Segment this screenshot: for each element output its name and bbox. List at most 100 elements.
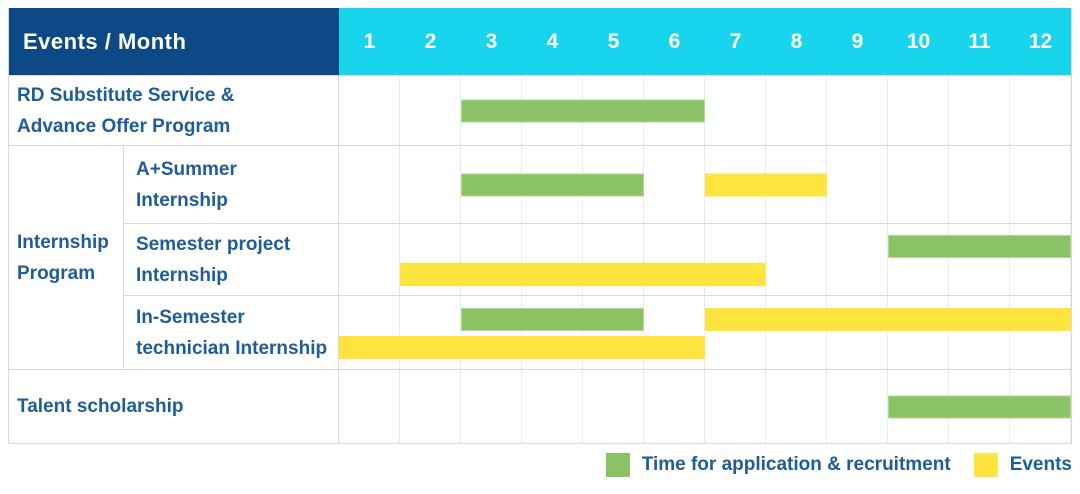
row-label-line: In-Semester (136, 306, 245, 328)
gantt-bar-event (339, 335, 705, 359)
month-header-cell: 2 (424, 29, 437, 53)
gantt-bar-recruitment (888, 395, 1071, 418)
month-grid-cell (827, 76, 888, 145)
month-grid-cell (1010, 76, 1071, 145)
month-grid-cell (705, 76, 766, 145)
table-row: Talent scholarship (9, 369, 1071, 443)
month-grid-cell (1010, 224, 1071, 295)
month-grid-cell (949, 76, 1010, 145)
month-grid-cell (888, 76, 949, 145)
month-header-cell: 5 (607, 29, 620, 53)
table-row: RD Substitute Service & Advance Offer Pro… (9, 75, 1071, 145)
legend: Time for application & recruitment Event… (605, 453, 1072, 477)
table-row: In-Semester technician Internship (124, 295, 1071, 369)
month-grid-cell (400, 224, 461, 295)
month-grid-cell (339, 76, 400, 145)
month-grid-cell (766, 224, 827, 295)
month-grid-cell (461, 224, 522, 295)
header-corner-label: Events / Month (9, 8, 339, 75)
gantt-bar-event (705, 307, 1071, 331)
month-grid-cell (522, 224, 583, 295)
month-grid-cell (766, 370, 827, 443)
month-grid-cell (705, 224, 766, 295)
month-grid-cell (400, 146, 461, 223)
row-label-line: RD Substitute Service & (17, 84, 235, 106)
gantt-bar-recruitment (461, 307, 644, 331)
month-grid-cell (888, 296, 949, 369)
month-grid-cell (1010, 296, 1071, 369)
row-label-cell: A+Summer Internship (124, 146, 339, 223)
gantt-bar-recruitment (461, 173, 644, 196)
legend-item-recruitment: Time for application & recruitment (605, 453, 951, 477)
timeline-cell (339, 370, 1071, 443)
month-header-cell: 12 (1028, 29, 1053, 53)
month-grid-cell (827, 370, 888, 443)
legend-label-recruitment: Time for application & recruitment (641, 454, 951, 475)
gantt-bar-recruitment (888, 234, 1071, 258)
month-grid-cell (583, 370, 644, 443)
month-grid-cell (888, 146, 949, 223)
month-grid-cell (766, 296, 827, 369)
month-grid-cell (339, 370, 400, 443)
month-grid-cell (705, 370, 766, 443)
month-grid-cell (522, 370, 583, 443)
month-grid-cell (461, 296, 522, 369)
month-grid-cell (644, 370, 705, 443)
row-label-cell: In-Semester technician Internship (124, 296, 339, 369)
month-grid-cell (888, 224, 949, 295)
gantt-bar-recruitment (461, 99, 705, 122)
legend-swatch-recruitment-icon (605, 453, 630, 477)
month-grid-cell (827, 224, 888, 295)
legend-item-events: Events (973, 453, 1072, 477)
group-label-cell: Internship Program (9, 146, 124, 369)
row-label-line: technician Internship (136, 337, 328, 359)
month-grid-cell (644, 146, 705, 223)
month-header-cell: 9 (851, 29, 864, 53)
timeline-cell (339, 296, 1071, 369)
month-header-cell: 10 (906, 29, 931, 53)
gantt-table: Events / Month 1 2 3 4 5 6 7 8 9 10 11 12 RD Substi… (8, 8, 1072, 444)
month-header-cell: 1 (363, 29, 376, 53)
month-grid-cell (400, 370, 461, 443)
row-label-line: Advance Offer Program (17, 115, 231, 137)
month-header-cell: 3 (485, 29, 498, 53)
row-label-line: Talent scholarship (17, 396, 184, 417)
row-label-line: Internship (136, 264, 228, 286)
row-label-line: Program (17, 262, 96, 284)
timeline-cell (339, 76, 1071, 145)
group-sub-rows: A+Summer Internship Semester project Intern… (124, 146, 1071, 369)
legend-swatch-events-icon (973, 453, 998, 477)
month-grid-cell (522, 296, 583, 369)
month-header-cell: 8 (790, 29, 803, 53)
row-label-cell: Talent scholarship (9, 370, 339, 443)
table-row-group: Internship Program A+Summer Internship Semes… (9, 145, 1071, 369)
month-grid-cell (766, 76, 827, 145)
month-grid-cell (339, 296, 400, 369)
month-grid-cell (339, 224, 400, 295)
month-grid-cell (644, 296, 705, 369)
gantt-bar-event (400, 262, 766, 286)
month-grid-cell (1010, 146, 1071, 223)
month-header-cell: 11 (968, 29, 991, 53)
table-row: Semester project Internship (124, 223, 1071, 295)
month-grid-cell (339, 146, 400, 223)
month-grid-cell (949, 146, 1010, 223)
month-grid-cell (400, 296, 461, 369)
legend-label-events: Events (1009, 454, 1072, 475)
month-grid-cell (827, 146, 888, 223)
row-label-line: Semester project (136, 233, 291, 255)
month-header-row: 1 2 3 4 5 6 7 8 9 10 11 12 (339, 8, 1071, 75)
month-grid-cell (827, 296, 888, 369)
row-label-line: Internship (17, 231, 109, 253)
month-header-cell: 6 (668, 29, 681, 53)
month-grid-cell (461, 370, 522, 443)
month-grid-cell (583, 224, 644, 295)
table-body: RD Substitute Service & Advance Offer Pro… (9, 75, 1071, 443)
month-header-cell: 7 (729, 29, 742, 53)
month-header-cell: 4 (546, 29, 559, 53)
row-label-cell: Semester project Internship (124, 224, 339, 295)
table-row: A+Summer Internship (124, 146, 1071, 223)
month-grid-cell (583, 296, 644, 369)
month-grid-cell (705, 296, 766, 369)
